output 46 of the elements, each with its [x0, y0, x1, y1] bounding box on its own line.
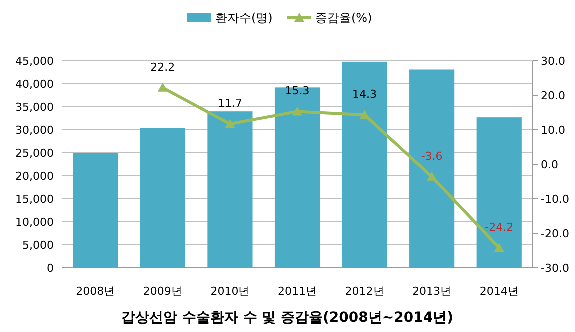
bar	[140, 128, 186, 268]
y2-tick-label: -30.0	[541, 262, 570, 275]
data-label: 22.2	[150, 60, 176, 74]
x-tick-label: 2009년	[143, 285, 182, 298]
data-label: -24.2	[485, 220, 514, 234]
y-tick-label: 10,000	[16, 216, 54, 229]
bar	[208, 112, 253, 268]
bar	[274, 88, 320, 268]
y-tick-label: 0	[47, 262, 54, 275]
point	[494, 242, 504, 252]
x-tick-label: 2010년	[210, 285, 250, 298]
data-label: 11.7	[218, 97, 242, 110]
x-tick-label: 2011년	[278, 285, 317, 298]
legend-label: 증감율(%)	[316, 11, 372, 25]
point	[360, 110, 370, 120]
point	[292, 106, 302, 116]
x-tick-label: 2012년	[345, 285, 384, 298]
x-tick-label: 2014년	[480, 285, 519, 298]
y2-tick-label: -20.0	[541, 228, 570, 240]
y-tick-label: 40,000	[16, 78, 54, 91]
bar	[410, 70, 455, 268]
y-tick-label: 5,000	[22, 239, 54, 252]
legend-label: 환자수(명)	[216, 11, 273, 25]
data-label: -3.6	[421, 150, 443, 163]
data-label: 15.3	[285, 84, 310, 98]
bar	[342, 62, 388, 268]
y-tick-label: 35,000	[16, 101, 54, 114]
point	[158, 82, 168, 92]
bar	[73, 153, 118, 268]
y-tick-label: 25,000	[16, 147, 54, 160]
y-tick-label: 20,000	[16, 170, 54, 183]
y-tick-label: 15,000	[16, 193, 54, 206]
y-tick-label: 30,000	[16, 124, 54, 137]
text: 갑상선암 수술환자 수 및 증감율(2008년~2014년)	[122, 310, 454, 326]
point	[427, 172, 438, 181]
point	[225, 119, 236, 128]
data-label: 14.3	[352, 88, 378, 102]
y2-tick-label: -10.0	[541, 193, 570, 206]
y-tick-label: 45,000	[16, 55, 54, 68]
bar	[476, 118, 522, 268]
y2-tick-label: 20.0	[541, 90, 566, 102]
x-tick-label: 2013년	[412, 285, 452, 298]
x-tick-label: 2008년	[76, 285, 116, 298]
y2-tick-label: 10.0	[541, 124, 566, 137]
y2-tick-label: 0.0	[541, 158, 558, 172]
y2-tick-label: 30.0	[541, 55, 566, 68]
